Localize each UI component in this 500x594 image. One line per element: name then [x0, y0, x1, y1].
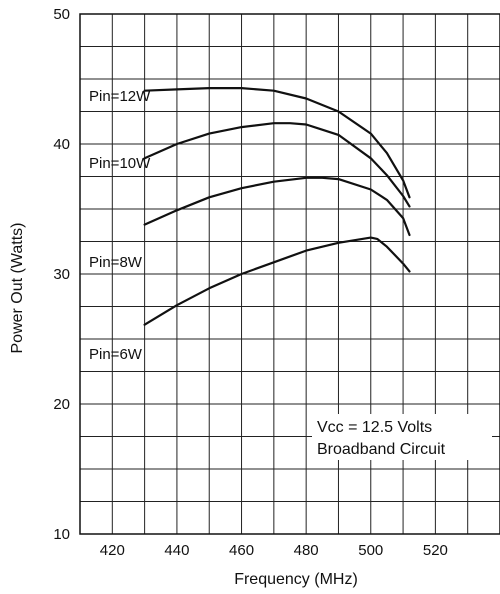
x-tick-label: 500	[358, 542, 383, 559]
series-line	[143, 236, 411, 326]
series-label: Pin=8W	[89, 254, 143, 271]
series-line	[143, 87, 411, 199]
y-axis-title: Power Out (Watts)	[9, 223, 26, 354]
y-tick-label: 20	[53, 396, 70, 413]
series-line	[143, 122, 411, 208]
y-tick-label: 10	[53, 526, 70, 543]
tick-labels: 420 440 460 480 500 520 10 20 30 40 50	[53, 6, 448, 559]
y-tick-label: 30	[53, 266, 70, 283]
y-tick-label: 40	[53, 136, 70, 153]
grid	[80, 14, 500, 534]
annotation-line-1: Vcc = 12.5 Volts	[317, 419, 432, 436]
x-axis-title: Frequency (MHz)	[234, 571, 358, 588]
x-tick-label: 520	[423, 542, 448, 559]
series-label: Pin=6W	[89, 346, 143, 363]
series-label: Pin=10W	[89, 155, 151, 172]
x-tick-label: 420	[100, 542, 125, 559]
series-label: Pin=12W	[89, 88, 151, 105]
plot-border	[79, 13, 500, 535]
series-labels: Pin=12W Pin=10W Pin=8W Pin=6W	[89, 88, 151, 363]
y-tick-label: 50	[53, 6, 70, 23]
plot-frame	[79, 13, 500, 535]
series-lines	[143, 87, 411, 326]
annotation-line-2: Broadband Circuit	[317, 441, 446, 458]
annotation-background	[312, 414, 492, 460]
x-tick-label: 460	[229, 542, 254, 559]
x-tick-label: 440	[164, 542, 189, 559]
series-line	[143, 176, 411, 237]
x-tick-label: 480	[294, 542, 319, 559]
